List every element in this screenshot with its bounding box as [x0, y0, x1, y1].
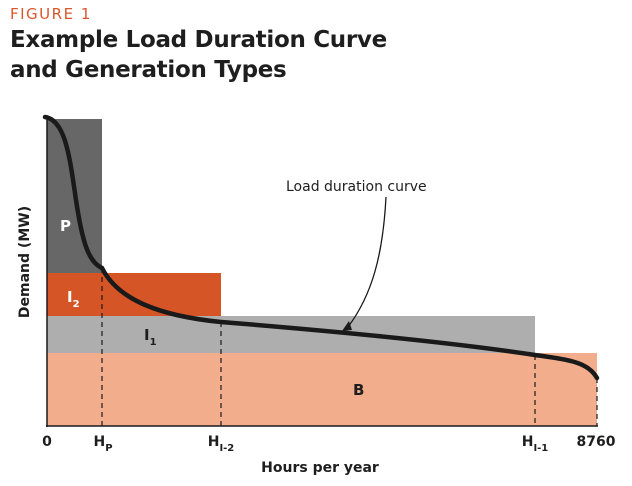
- x-tick-hp: HP: [93, 434, 112, 454]
- intermediate-1-block: [47, 316, 535, 353]
- y-axis-label: Demand (MW): [17, 206, 33, 318]
- figure-title: Example Load Duration Curve and Generati…: [10, 25, 387, 85]
- x-axis-label: Hours per year: [261, 460, 379, 476]
- x-tick-8760: 8760: [577, 434, 616, 450]
- x-tick-hi1: HI-1: [522, 434, 549, 454]
- annotation-arrowhead: [342, 321, 352, 331]
- curve-annotation-label: Load duration curve: [286, 179, 427, 195]
- annotation-arrow: [347, 196, 387, 328]
- title-line-1: Example Load Duration Curve: [10, 27, 387, 53]
- x-tick-zero: 0: [42, 434, 52, 450]
- figure-label: FIGURE 1: [10, 5, 92, 23]
- peaking-label: P: [60, 217, 71, 235]
- intermediate-2-block: [47, 273, 221, 316]
- title-line-2: and Generation Types: [10, 57, 287, 83]
- baseload-block: [47, 353, 597, 426]
- load-duration-curve: [42, 114, 600, 381]
- x-tick-hi2: HI-2: [208, 434, 235, 454]
- baseload-label: B: [353, 381, 364, 399]
